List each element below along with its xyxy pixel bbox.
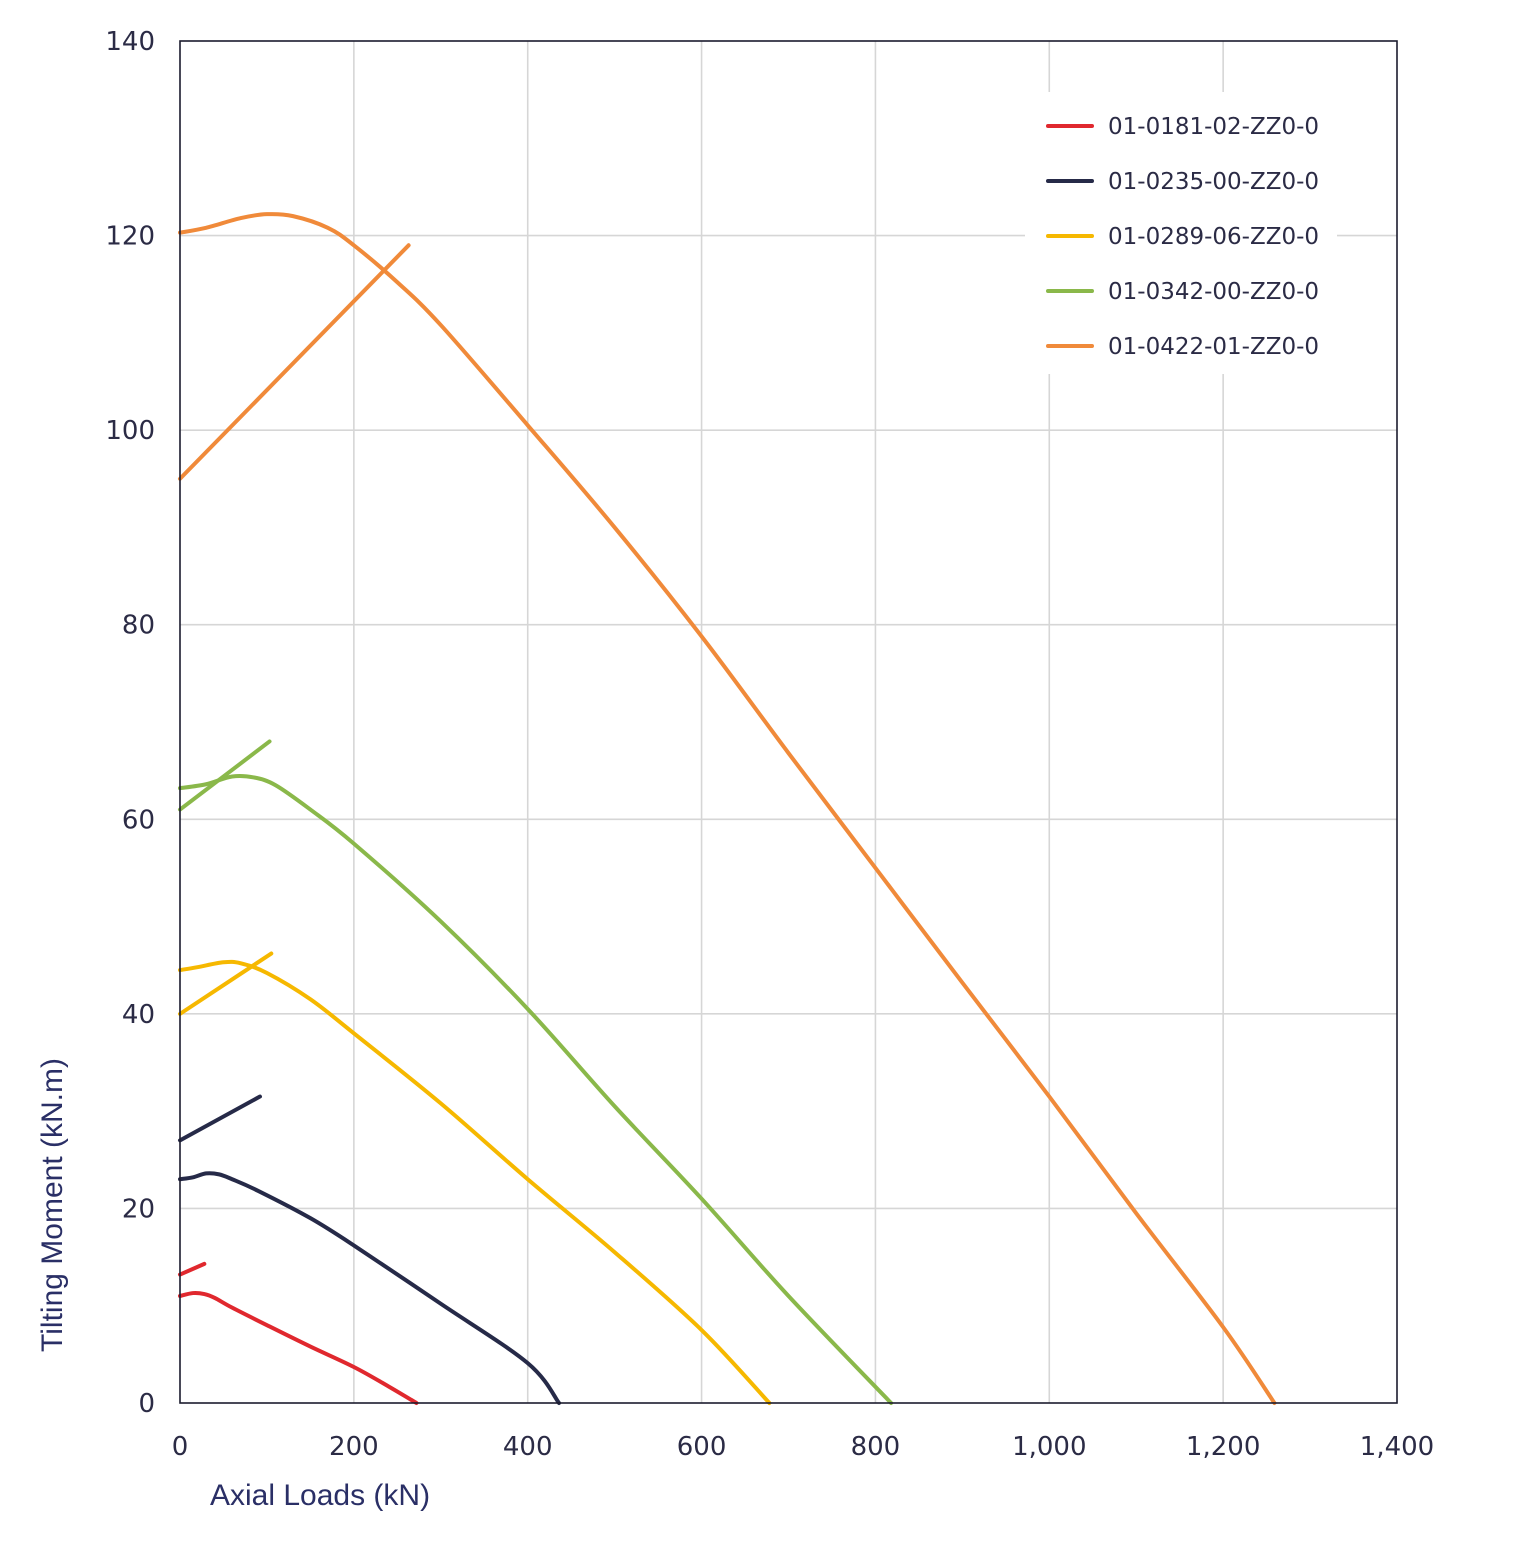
y-tick-label: 60 bbox=[122, 805, 155, 835]
x-axis-title: Axial Loads (kN) bbox=[210, 1479, 430, 1512]
y-tick-label: 20 bbox=[122, 1194, 155, 1224]
x-tick-label: 1,400 bbox=[1360, 1432, 1434, 1462]
series-line-4 bbox=[178, 739, 272, 812]
legend-label: 01-0342-00-ZZ0-0 bbox=[1108, 279, 1319, 305]
series-line-3 bbox=[178, 951, 274, 1016]
x-tick-label: 0 bbox=[172, 1432, 189, 1462]
x-axis-ticks: 0 200 400 600 800 1,000 1,200 1,400 bbox=[172, 1432, 1434, 1462]
series-line-5 bbox=[178, 243, 411, 481]
legend-label: 01-0181-02-ZZ0-0 bbox=[1108, 114, 1319, 140]
y-axis-ticks: 0 20 40 60 80 100 120 140 bbox=[105, 27, 155, 1419]
legend-label: 01-0235-00-ZZ0-0 bbox=[1108, 169, 1319, 195]
x-tick-label: 400 bbox=[503, 1432, 553, 1462]
legend: 01-0181-02-ZZ0-0 01-0235-00-ZZ0-0 01-0289-… bbox=[1025, 92, 1337, 374]
y-tick-label: 100 bbox=[105, 416, 155, 446]
x-tick-label: 600 bbox=[677, 1432, 727, 1462]
series-layer bbox=[178, 212, 1277, 1405]
series-curve-5 bbox=[178, 212, 1277, 1405]
y-tick-label: 120 bbox=[105, 222, 155, 252]
x-tick-label: 1,200 bbox=[1186, 1432, 1260, 1462]
y-axis-title: Tilting Moment (kN.m) bbox=[36, 1058, 69, 1352]
plot-frame bbox=[179, 40, 1398, 1404]
x-tick-label: 800 bbox=[851, 1432, 901, 1462]
legend-label: 01-0422-01-ZZ0-0 bbox=[1108, 334, 1319, 360]
x-tick-label: 1,000 bbox=[1012, 1432, 1086, 1462]
legend-label: 01-0289-06-ZZ0-0 bbox=[1108, 224, 1319, 250]
y-tick-label: 80 bbox=[122, 611, 155, 641]
series-line-1 bbox=[178, 1261, 207, 1277]
series-curve-1 bbox=[178, 1290, 419, 1405]
series-line-2 bbox=[178, 1094, 262, 1143]
series-curve-2 bbox=[178, 1171, 562, 1405]
legend-background bbox=[1025, 92, 1337, 374]
series-curve-3 bbox=[178, 959, 772, 1405]
y-tick-label: 140 bbox=[105, 27, 155, 57]
y-tick-label: 0 bbox=[138, 1389, 155, 1419]
series-curve-4 bbox=[178, 773, 894, 1405]
y-tick-label: 40 bbox=[122, 1000, 155, 1030]
x-tick-label: 200 bbox=[329, 1432, 379, 1462]
